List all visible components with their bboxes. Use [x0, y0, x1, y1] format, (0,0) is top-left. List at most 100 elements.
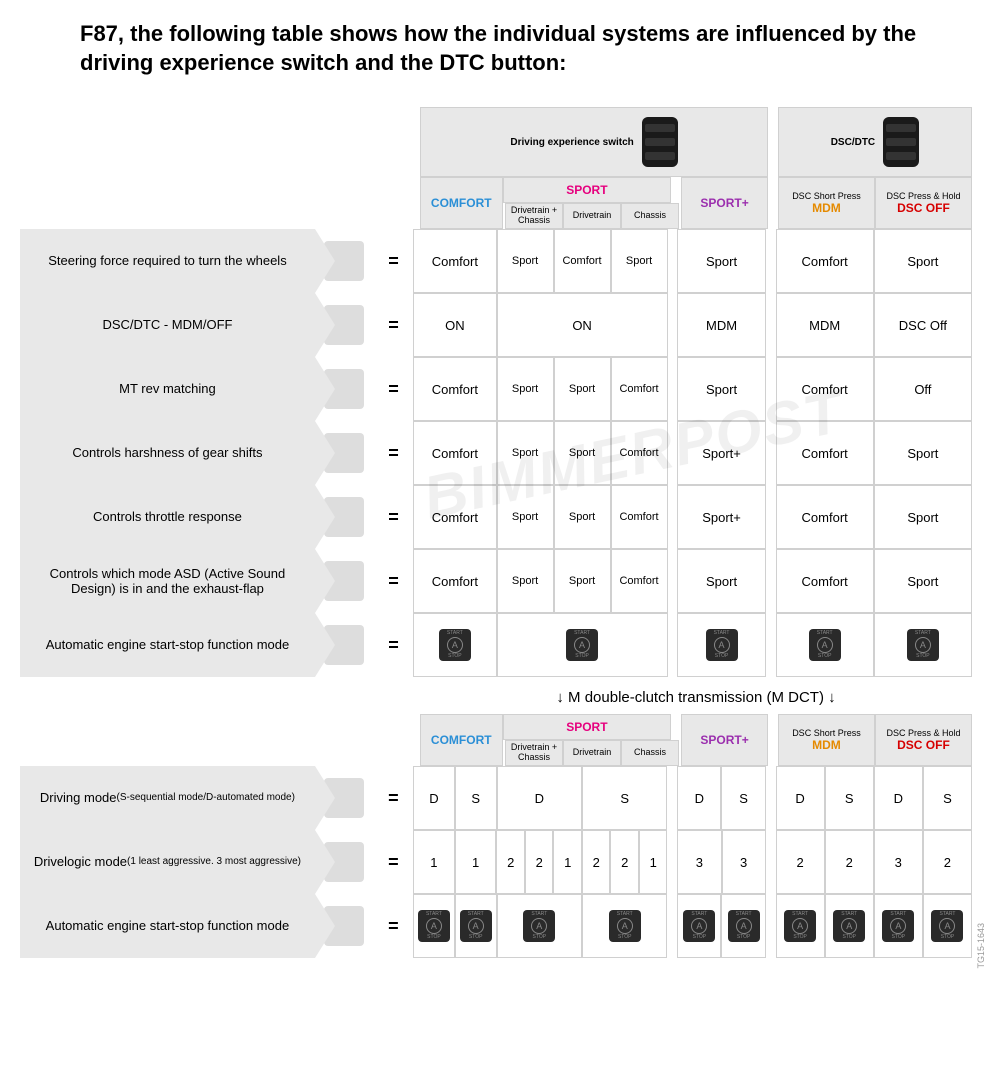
- dsc-short-label: DSC Short Press: [792, 191, 861, 201]
- main-table-body: Steering force required to turn the whee…: [20, 229, 972, 677]
- data-cell: 2: [582, 830, 611, 894]
- data-cell: Off: [874, 357, 972, 421]
- data-cell: Sport: [874, 485, 972, 549]
- data-cell: STARTASTOP: [776, 894, 825, 958]
- data-cell: Comfort: [413, 357, 496, 421]
- row-label: Automatic engine start-stop function mod…: [20, 894, 315, 958]
- data-cell: Comfort: [776, 421, 874, 485]
- dct-sport-drivetrain-sub: Drivetrain: [563, 740, 621, 766]
- data-cell: Comfort: [413, 421, 496, 485]
- data-cell: STARTASTOP: [497, 894, 582, 958]
- dct-sport-both-sub: Drivetrain + Chassis: [505, 740, 563, 766]
- data-cell: Sport: [874, 549, 972, 613]
- data-cell: STARTASTOP: [874, 613, 972, 677]
- sport-header: SPORT: [503, 177, 672, 203]
- dct-sport-chassis-sub: Chassis: [621, 740, 679, 766]
- data-cell: 2: [825, 830, 874, 894]
- table-row: Controls throttle response=ComfortSportS…: [20, 485, 972, 549]
- data-cell: Comfort: [776, 357, 874, 421]
- row-label: Controls throttle response: [20, 485, 315, 549]
- table-row: Automatic engine start-stop function mod…: [20, 894, 972, 958]
- data-cell: Sport: [677, 229, 765, 293]
- data-cell: Sport: [497, 549, 554, 613]
- data-cell: STARTASTOP: [677, 894, 721, 958]
- table-row: MT rev matching=ComfortSportSportComfort…: [20, 357, 972, 421]
- data-cell: Sport: [554, 357, 611, 421]
- data-cell: STARTASTOP: [413, 613, 497, 677]
- dct-sportplus-header: SPORT+: [681, 714, 768, 766]
- row-label: Controls harshness of gear shifts: [20, 421, 315, 485]
- sport-drivetrain-sub: Drivetrain: [563, 203, 621, 229]
- dct-dsc-hold-label: DSC Press & Hold: [886, 728, 960, 738]
- data-cell: STARTASTOP: [413, 894, 455, 958]
- data-cell: Comfort: [413, 485, 496, 549]
- start-stop-badge: STARTASTOP: [683, 910, 715, 942]
- mode-switch-icon: [642, 117, 678, 167]
- data-cell: Comfort: [413, 229, 496, 293]
- data-cell: Sport: [677, 357, 765, 421]
- dsc-hold-label: DSC Press & Hold: [886, 191, 960, 201]
- data-cell: 2: [496, 830, 525, 894]
- sport-chassis-sub: Chassis: [621, 203, 679, 229]
- mdm-header: DSC Short Press MDM: [778, 177, 875, 229]
- start-stop-badge: STARTASTOP: [882, 910, 914, 942]
- data-cell: Comfort: [776, 549, 874, 613]
- row-label: MT rev matching: [20, 357, 315, 421]
- data-cell: ON: [497, 293, 668, 357]
- data-cell: STARTASTOP: [721, 894, 765, 958]
- data-cell: 2: [923, 830, 972, 894]
- mdm-label: MDM: [812, 201, 841, 215]
- data-cell: Sport: [497, 229, 554, 293]
- start-stop-badge: STARTASTOP: [907, 629, 939, 661]
- table-row: Driving mode(S-sequential mode/D-automat…: [20, 766, 972, 830]
- equals-sign: =: [374, 485, 413, 549]
- data-cell: ON: [413, 293, 497, 357]
- equals-sign: =: [374, 229, 413, 293]
- data-cell: Comfort: [611, 549, 668, 613]
- start-stop-badge: STARTASTOP: [706, 629, 738, 661]
- start-stop-badge: STARTASTOP: [523, 910, 555, 942]
- data-cell: D: [677, 766, 721, 830]
- data-cell: 3: [677, 830, 721, 894]
- start-stop-badge: STARTASTOP: [728, 910, 760, 942]
- data-cell: DSC Off: [874, 293, 972, 357]
- data-cell: 1: [639, 830, 668, 894]
- data-cell: Comfort: [413, 549, 496, 613]
- data-cell: Sport: [554, 485, 611, 549]
- data-cell: MDM: [677, 293, 765, 357]
- start-stop-badge: STARTASTOP: [418, 910, 450, 942]
- reference-label: TG15-1643: [976, 923, 986, 969]
- row-label: Steering force required to turn the whee…: [20, 229, 315, 293]
- dct-mode-header-row: COMFORT SPORT SPORT+ DSC Short Press MDM…: [420, 714, 972, 740]
- table-row: Controls which mode ASD (Active Sound De…: [20, 549, 972, 613]
- dct-dsc-short-label: DSC Short Press: [792, 728, 861, 738]
- dscoff-header: DSC Press & Hold DSC OFF: [875, 177, 972, 229]
- data-cell: STARTASTOP: [455, 894, 497, 958]
- data-cell: 1: [413, 830, 455, 894]
- dct-dscoff-label: DSC OFF: [897, 738, 950, 752]
- start-stop-badge: STARTASTOP: [784, 910, 816, 942]
- start-stop-badge: STARTASTOP: [833, 910, 865, 942]
- data-cell: D: [874, 766, 923, 830]
- dct-mdm-header: DSC Short Press MDM: [778, 714, 875, 766]
- driving-exp-header: Driving experience switch: [420, 107, 768, 177]
- data-cell: 2: [776, 830, 825, 894]
- data-cell: Sport: [497, 357, 554, 421]
- dct-sport-header: SPORT: [503, 714, 672, 740]
- row-label: Automatic engine start-stop function mod…: [20, 613, 315, 677]
- table-row: Automatic engine start-stop function mod…: [20, 613, 972, 677]
- data-cell: Sport: [497, 485, 554, 549]
- dct-section-label: ↓ M double-clutch transmission (M DCT) ↓: [420, 689, 972, 706]
- row-label: Controls which mode ASD (Active Sound De…: [20, 549, 315, 613]
- table-row: DSC/DTC - MDM/OFF=ONONMDMMDMDSC Off: [20, 293, 972, 357]
- equals-sign: =: [374, 549, 413, 613]
- top-group-header: Driving experience switch DSC/DTC: [420, 107, 972, 177]
- table-row: Steering force required to turn the whee…: [20, 229, 972, 293]
- dsc-switch-icon: [883, 117, 919, 167]
- data-cell: D: [776, 766, 825, 830]
- equals-sign: =: [374, 830, 413, 894]
- data-cell: D: [497, 766, 582, 830]
- data-cell: S: [721, 766, 765, 830]
- table-row: Controls harshness of gear shifts=Comfor…: [20, 421, 972, 485]
- data-cell: Sport: [554, 421, 611, 485]
